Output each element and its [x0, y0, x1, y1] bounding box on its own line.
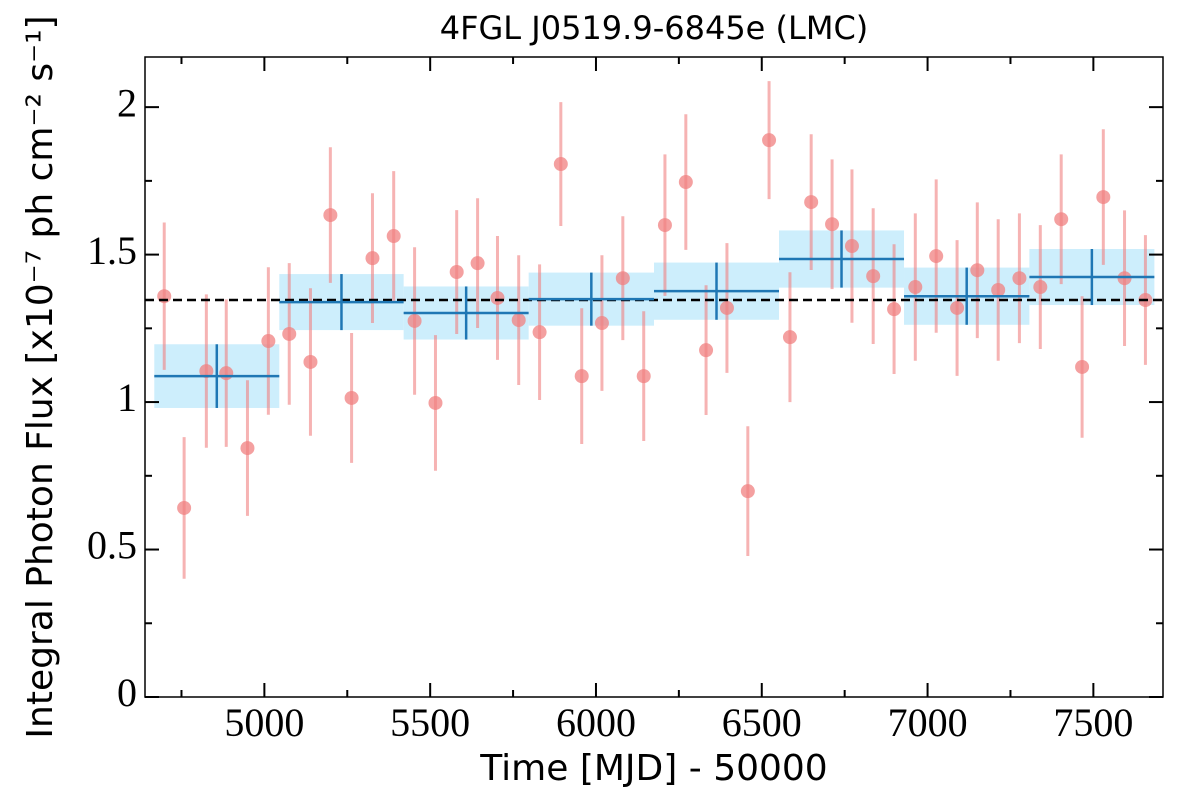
data-point [199, 364, 214, 379]
data-point [177, 500, 192, 515]
data-point [970, 263, 985, 278]
data-point [574, 369, 589, 384]
data-point [261, 334, 276, 349]
x-tick-label: 5500 [390, 700, 470, 745]
data-point [1054, 212, 1069, 227]
data-point [887, 302, 902, 317]
data-point [553, 157, 568, 172]
data-point [678, 175, 693, 190]
data-point [740, 484, 755, 499]
data-point [825, 217, 840, 232]
data-point [1033, 280, 1048, 295]
data-point [657, 218, 672, 233]
data-point [407, 313, 422, 328]
y-tick-label: 1.5 [87, 228, 137, 273]
chart-title: 4FGL J0519.9-6845e (LMC) [440, 9, 869, 47]
data-point [594, 316, 609, 331]
data-point [844, 239, 859, 254]
y-tick-label: 0.5 [87, 523, 137, 568]
y-tick-label: 2 [117, 80, 137, 125]
data-point [428, 395, 443, 410]
x-tick-label: 7500 [1053, 700, 1133, 745]
data-point [490, 290, 505, 305]
data-point [636, 369, 651, 384]
x-tick-label: 7000 [888, 700, 968, 745]
data-point [762, 133, 777, 148]
data-point [1096, 190, 1111, 205]
data-point [950, 300, 965, 315]
data-point [866, 269, 881, 284]
data-point [929, 249, 944, 264]
data-point [719, 300, 734, 315]
x-tick-label: 6500 [722, 700, 802, 745]
data-point [1012, 271, 1027, 286]
data-point [991, 282, 1006, 297]
data-point [532, 325, 547, 340]
data-point [365, 251, 380, 266]
plot-frame [144, 56, 1164, 698]
x-axis-label: Time [MJD] - 50000 [479, 748, 827, 789]
data-point [782, 330, 797, 345]
x-tick-label: 6000 [556, 700, 636, 745]
data-point [282, 326, 297, 341]
y-axis-label: Integral Photon Flux [x10⁻⁷ ph cm⁻² s⁻¹] [20, 15, 61, 738]
data-point [323, 208, 338, 223]
data-point [470, 256, 485, 271]
data-point [303, 354, 318, 369]
data-point [1075, 359, 1090, 374]
data-point [615, 271, 630, 286]
data-point [699, 343, 714, 358]
data-point [240, 441, 255, 456]
data-point [449, 265, 464, 280]
data-point [511, 313, 526, 328]
x-tick-label: 5000 [224, 700, 304, 745]
data-point [386, 229, 401, 244]
y-tick-label: 1 [117, 375, 137, 420]
data-point [219, 366, 234, 381]
data-point [908, 280, 923, 295]
data-point [804, 195, 819, 210]
y-tick-label: 0 [117, 670, 137, 715]
data-point [344, 390, 359, 405]
